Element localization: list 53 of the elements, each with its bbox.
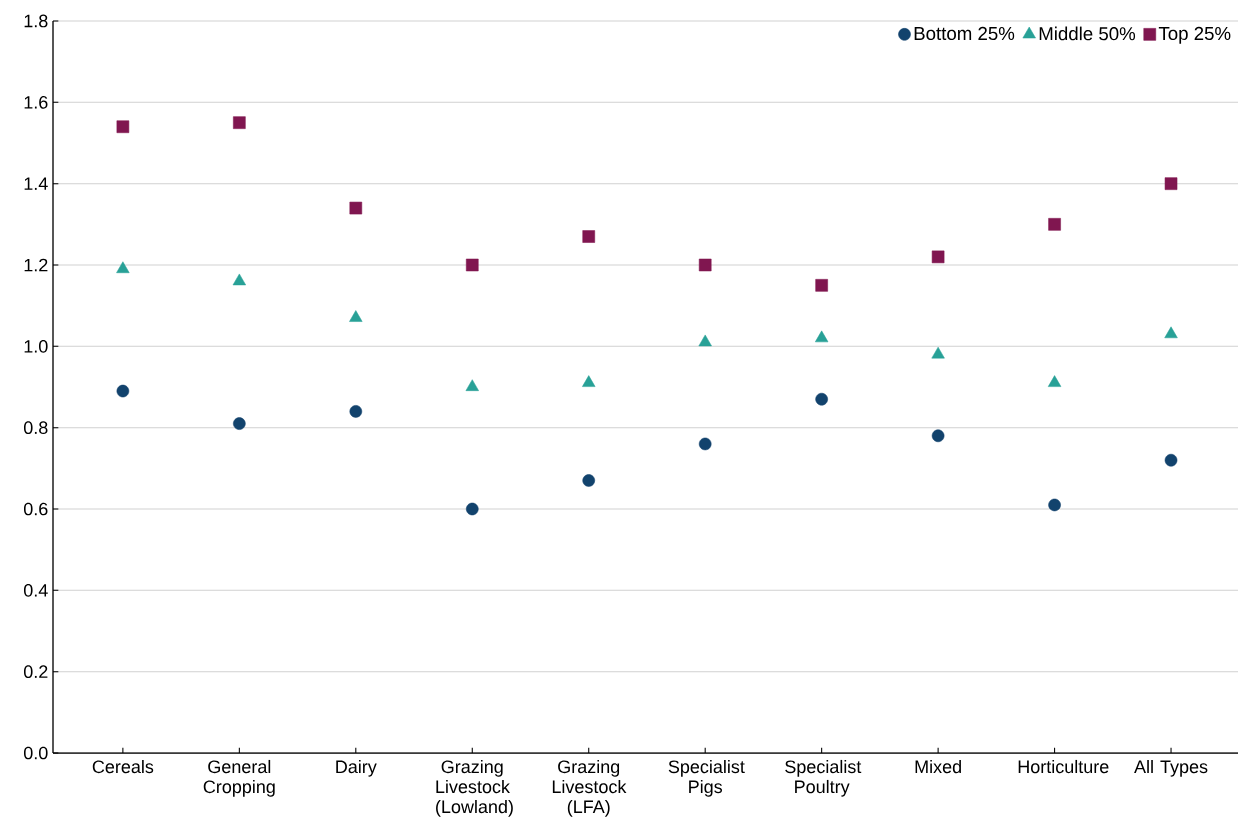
y-tick-label: 0.0 xyxy=(23,746,48,760)
x-tick-label: Grazing Livestock (Lowland) xyxy=(436,759,513,817)
point xyxy=(1164,177,1178,190)
point xyxy=(815,392,828,406)
point xyxy=(698,334,712,347)
point xyxy=(582,375,596,387)
y-tick-label: 1.8 xyxy=(24,14,48,28)
y-tick-label: 0.2 xyxy=(23,665,48,679)
legend-label: Middle 50% xyxy=(1039,26,1136,41)
point xyxy=(349,405,363,418)
point xyxy=(1047,375,1062,387)
x-tick-label: Cereals xyxy=(92,759,154,774)
point xyxy=(815,330,829,343)
point xyxy=(233,116,246,129)
point xyxy=(1048,498,1061,512)
y-tick-label: 1.6 xyxy=(24,95,48,109)
legend-label: Bottom 25% xyxy=(914,26,1015,41)
point xyxy=(349,310,363,322)
point xyxy=(466,502,479,516)
legend-label: Top 25% xyxy=(1158,26,1231,44)
x-tick-label: General Cropping xyxy=(203,759,275,797)
point xyxy=(582,230,595,243)
point xyxy=(1164,326,1178,339)
point xyxy=(349,201,363,215)
y-tick-label: 0.4 xyxy=(23,583,48,597)
point xyxy=(116,120,130,133)
x-tick-label: Mixed xyxy=(915,759,961,774)
point xyxy=(582,474,595,487)
x-tick-label: Grazing Livestock (LFA) xyxy=(552,759,627,817)
x-tick-label: Horticulture xyxy=(1018,759,1109,774)
point xyxy=(1164,453,1178,467)
point xyxy=(116,384,130,398)
point xyxy=(931,250,945,264)
x-tick-label: All Types xyxy=(1134,759,1208,777)
point xyxy=(815,279,828,292)
point xyxy=(931,346,945,359)
x-tick-label: Dairy xyxy=(336,759,377,777)
point xyxy=(1048,218,1061,231)
point xyxy=(466,258,479,272)
x-tick-label: Specialist Pigs xyxy=(668,759,745,797)
point xyxy=(698,437,712,451)
y-tick-label: 0.8 xyxy=(23,421,48,435)
point xyxy=(116,261,130,273)
y-tick-label: 1.2 xyxy=(24,258,48,272)
point xyxy=(698,258,712,272)
point xyxy=(931,429,945,443)
y-tick-label: 1.0 xyxy=(24,339,48,353)
x-tick-label: Specialist Poultry xyxy=(785,759,862,797)
y-tick-label: 1.4 xyxy=(24,177,48,190)
point xyxy=(233,417,246,430)
y-tick-label: 0.6 xyxy=(23,502,48,516)
point xyxy=(232,273,246,286)
point xyxy=(465,379,479,391)
